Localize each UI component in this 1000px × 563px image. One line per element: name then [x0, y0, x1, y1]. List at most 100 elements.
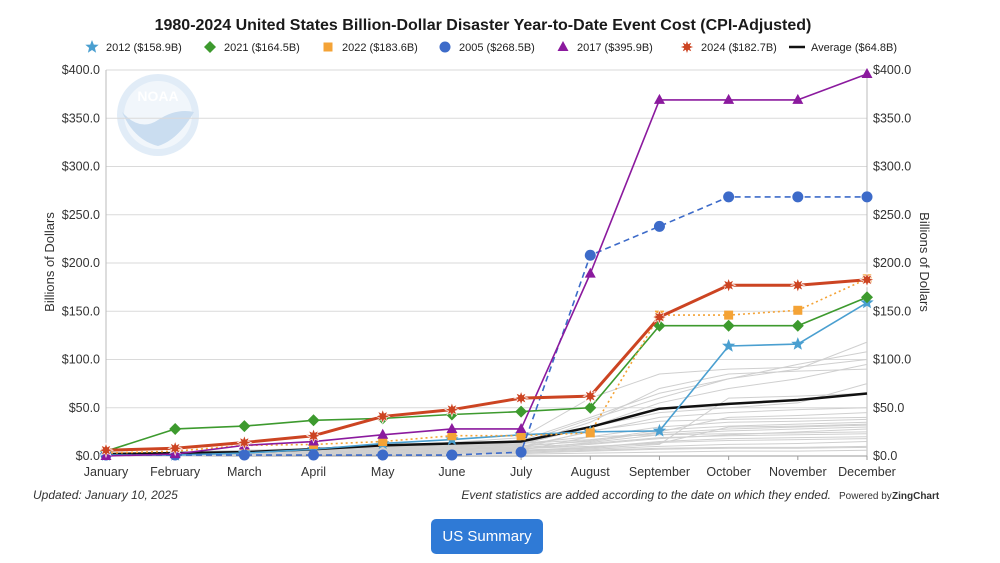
x-tick-label: January [84, 465, 129, 479]
y-tick-label-right: $100.0 [873, 353, 911, 367]
x-axis: January February March April May June July Augu… [84, 456, 896, 479]
data-point-marker [238, 449, 250, 461]
data-point-marker [789, 277, 806, 294]
data-point-marker [378, 437, 388, 447]
series-line [105, 278, 868, 452]
y-axis-label-left: Billions of Dollars [42, 212, 57, 312]
series-line [105, 73, 868, 457]
y-tick-label-left: $0.0 [76, 449, 100, 463]
legend-label: 2017 ($395.9B) [577, 42, 653, 54]
y-axis-left: $0.0 $50.0 $100.0 $150.0 $200.0 $250.0 $300.0 $… [62, 63, 100, 463]
data-point-marker [236, 434, 253, 451]
data-point-marker [169, 422, 182, 435]
data-point-marker [582, 388, 599, 405]
data-point-marker [791, 319, 804, 332]
data-point-marker [861, 191, 873, 203]
data-point-marker [585, 428, 595, 438]
data-point-marker [584, 401, 597, 414]
x-tick-label: May [371, 465, 395, 479]
data-point-marker [792, 191, 804, 203]
updated-note: Updated: January 10, 2025 [33, 488, 178, 502]
x-tick-label: February [150, 465, 201, 479]
data-point-marker [85, 40, 99, 53]
data-point-marker [859, 271, 875, 288]
zingchart-brand[interactable]: ZingChart [892, 491, 940, 502]
powered-by-label: Powered by [839, 491, 892, 502]
legend-item: 2017 ($395.9B) [557, 41, 653, 54]
series-2021 [100, 291, 873, 458]
series-line [105, 392, 868, 456]
data-point-marker [238, 420, 251, 433]
series-average [105, 392, 868, 456]
legend-label: 2005 ($268.5B) [459, 42, 535, 54]
y-axis-label-right: Billions of Dollars [917, 212, 932, 312]
y-tick-label-right: $300.0 [873, 160, 911, 174]
y-tick-label-left: $250.0 [62, 208, 100, 222]
data-point-marker [724, 310, 734, 320]
y-tick-label-right: $50.0 [873, 401, 904, 415]
data-point-marker [861, 67, 873, 78]
data-point-marker [793, 305, 803, 315]
y-tick-label-left: $300.0 [62, 160, 100, 174]
data-point-marker [439, 41, 451, 53]
data-point-marker [98, 442, 114, 459]
y-tick-label-left: $400.0 [62, 63, 100, 77]
legend-item: 2022 ($183.6B) [323, 42, 418, 54]
data-point-marker [308, 449, 320, 461]
chart-title: 1980-2024 United States Billion-Dollar D… [155, 17, 812, 34]
x-tick-label: April [301, 465, 326, 479]
series-line [106, 301, 868, 456]
legend: 2012 ($158.9B) 2021 ($164.5B) 2022 ($183.6… [85, 39, 897, 55]
data-point-marker [305, 427, 322, 444]
y-axis-right: $0.0 $50.0 $100.0 $150.0 $200.0 $250.0 $300.0 $… [873, 63, 911, 463]
series-group [98, 67, 875, 461]
y-tick-label-right: $200.0 [873, 256, 911, 270]
y-tick-label-right: $150.0 [873, 304, 911, 318]
data-point-marker [307, 414, 320, 427]
data-point-marker [584, 249, 596, 261]
y-tick-label-left: $200.0 [62, 256, 100, 270]
legend-label: 2021 ($164.5B) [224, 42, 300, 54]
x-tick-label: November [769, 465, 827, 479]
data-point-marker [515, 405, 528, 418]
y-tick-label-right: $250.0 [873, 208, 911, 222]
series-line [105, 296, 868, 452]
y-tick-label-left: $150.0 [62, 304, 100, 318]
noaa-logo: NOAA [117, 74, 199, 156]
series-line [105, 278, 868, 454]
data-point-marker [447, 431, 457, 441]
data-point-marker [722, 319, 735, 332]
data-point-marker [722, 339, 736, 352]
us-summary-button[interactable]: US Summary [431, 519, 543, 554]
data-point-marker [515, 446, 527, 458]
data-point-marker [679, 39, 695, 55]
series-2024 [98, 271, 875, 459]
data-point-marker [516, 431, 526, 441]
data-point-marker [792, 93, 804, 104]
legend-item: 2024 ($182.7B) [679, 39, 777, 55]
data-point-marker [513, 390, 530, 407]
data-point-marker [557, 41, 569, 51]
data-point-marker [323, 42, 333, 52]
data-point-marker [167, 440, 184, 457]
x-tick-label: March [227, 465, 262, 479]
legend-item: 2012 ($158.9B) [85, 40, 182, 54]
legend-label: 2024 ($182.7B) [701, 42, 777, 54]
noaa-logo-text: NOAA [137, 88, 178, 104]
data-point-marker [861, 291, 873, 304]
x-tick-label: July [510, 465, 533, 479]
data-point-marker [651, 309, 668, 325]
data-point-marker [652, 423, 667, 437]
x-tick-label: September [629, 465, 690, 479]
event-statistics-note: Event statistics are added according to … [461, 488, 831, 502]
data-point-marker [374, 408, 391, 425]
x-tick-label: December [838, 465, 896, 479]
data-point-marker [584, 267, 596, 278]
data-point-marker [653, 220, 665, 232]
x-tick-label: October [706, 465, 750, 479]
y-tick-label-right: $350.0 [873, 111, 911, 125]
legend-label: 2012 ($158.9B) [106, 42, 182, 54]
data-point-marker [723, 191, 735, 203]
series-line [106, 196, 867, 456]
y-tick-label-left: $100.0 [62, 353, 100, 367]
